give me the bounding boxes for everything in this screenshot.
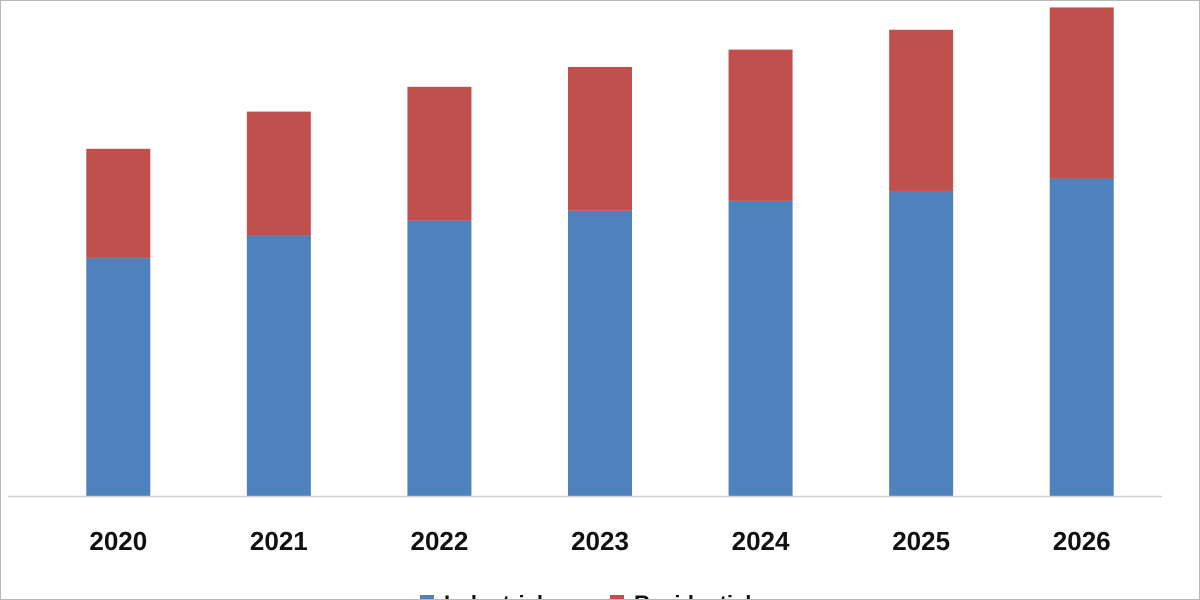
legend-label-residential: Residential: [634, 591, 751, 600]
x-tick-label: 2026: [1053, 526, 1111, 556]
bar-residential-2020: [86, 148, 151, 258]
bar-residential-2025: [889, 29, 954, 191]
x-tick-label: 2023: [571, 526, 629, 556]
x-tick-label: 2021: [250, 526, 308, 556]
legend-swatch-industrial: [420, 595, 434, 600]
x-tick-label: 2022: [411, 526, 469, 556]
bar-industrial-2023: [568, 210, 632, 497]
bar-residential-2021: [246, 111, 311, 236]
bar-industrial-2024: [728, 200, 793, 496]
x-tick-label: 2025: [892, 526, 950, 556]
bar-residential-2022: [407, 86, 472, 221]
bar-residential-2023: [568, 66, 632, 211]
x-tick-label: 2020: [89, 526, 147, 556]
legend-label-industrial: Industrial: [444, 591, 543, 600]
bars-group: [86, 7, 1114, 497]
legend: Industrial Residential: [420, 591, 751, 600]
legend-swatch-residential: [610, 595, 624, 600]
bar-industrial-2025: [889, 190, 954, 496]
x-tick-label: 2024: [732, 526, 790, 556]
x-tick-labels: 2020 2021 2022 2023 2024 2025 2026: [89, 526, 1110, 556]
bar-industrial-2021: [246, 235, 311, 496]
bar-industrial-2026: [1049, 178, 1114, 496]
bar-industrial-2020: [86, 257, 151, 496]
bar-industrial-2022: [407, 220, 472, 496]
bar-residential-2026: [1049, 7, 1114, 179]
bar-residential-2024: [728, 49, 793, 201]
